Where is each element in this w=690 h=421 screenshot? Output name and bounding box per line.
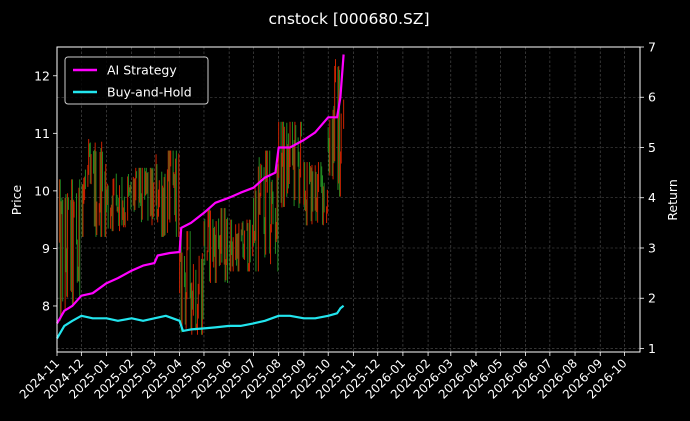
y-tick-label-left: 8 [42,298,50,313]
buy-and-hold-line [56,304,345,339]
price-series [56,59,345,335]
y-tick-label-left: 11 [34,126,50,141]
y-tick-label-left: 12 [34,68,50,83]
y-tick-label-right: 4 [648,190,656,205]
y-tick-label-right: 1 [648,341,656,356]
y-tick-label-right: 5 [648,140,656,155]
legend-box [64,56,209,105]
y-tick-label-right: 3 [648,240,656,255]
chart-title: cnstock [000680.SZ] [268,10,429,28]
plot-border [56,46,641,353]
y-tick-label-left: 10 [34,183,50,198]
legend-entry-label: Buy-and-Hold [107,85,192,100]
y-tick-label-left: 9 [42,241,50,256]
ai-strategy-line [56,54,345,324]
y-tick-label-right: 7 [648,40,656,55]
y-axis-label-left: Price [9,184,24,215]
y-tick-label-right: 2 [648,291,656,306]
y-tick-label-right: 6 [648,90,656,105]
legend: AI Strategy Buy-and-Hold [64,56,209,105]
legend-entry-label: AI Strategy [107,63,177,78]
y-axis-label-right: Return [665,179,680,220]
